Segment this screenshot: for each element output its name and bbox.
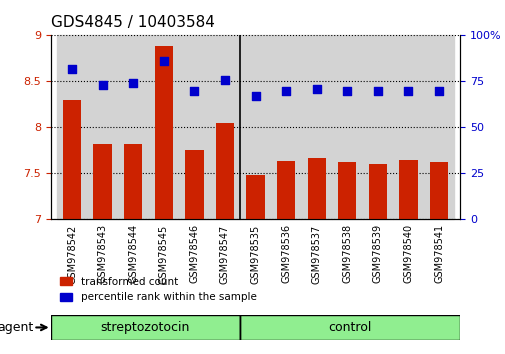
Point (129, 80, 137, 86)
Bar (392, 35, 423, 219)
Bar (93, 144, 112, 354)
Point (281, 88, 289, 93)
Point (342, 88, 350, 93)
Bar (215, 123, 234, 354)
Bar (118, 35, 148, 219)
Bar (124, 144, 142, 354)
Point (221, 77, 229, 82)
Point (251, 93, 259, 99)
Bar (368, 164, 386, 354)
Bar (276, 161, 295, 354)
Bar (209, 35, 240, 219)
Point (403, 88, 412, 93)
Bar (307, 158, 325, 354)
Bar (423, 35, 453, 219)
Bar (240, 35, 270, 219)
Bar (331, 35, 362, 219)
Bar (270, 35, 301, 219)
Bar (155, 46, 173, 354)
Point (98, 82, 107, 88)
Point (312, 86, 320, 92)
Text: GDS4845 / 10403584: GDS4845 / 10403584 (50, 15, 214, 30)
Bar (185, 149, 203, 354)
Bar (429, 162, 447, 354)
Point (434, 88, 442, 93)
Text: streptozotocin: streptozotocin (100, 321, 189, 334)
Bar (63, 100, 81, 354)
Point (68, 66, 76, 72)
Bar (337, 162, 356, 354)
Legend: transformed count, percentile rank within the sample: transformed count, percentile rank withi… (56, 273, 261, 306)
Bar (246, 175, 264, 354)
Bar (301, 35, 331, 219)
Bar (87, 35, 118, 219)
Bar (179, 35, 209, 219)
Point (373, 88, 381, 93)
Point (190, 88, 198, 93)
Text: agent: agent (0, 321, 33, 334)
Point (160, 58, 168, 64)
Bar (50, 315, 239, 340)
Bar (239, 315, 460, 340)
Bar (362, 35, 392, 219)
Text: control: control (328, 321, 371, 334)
Bar (398, 160, 417, 354)
Bar (57, 35, 87, 219)
Bar (148, 35, 179, 219)
